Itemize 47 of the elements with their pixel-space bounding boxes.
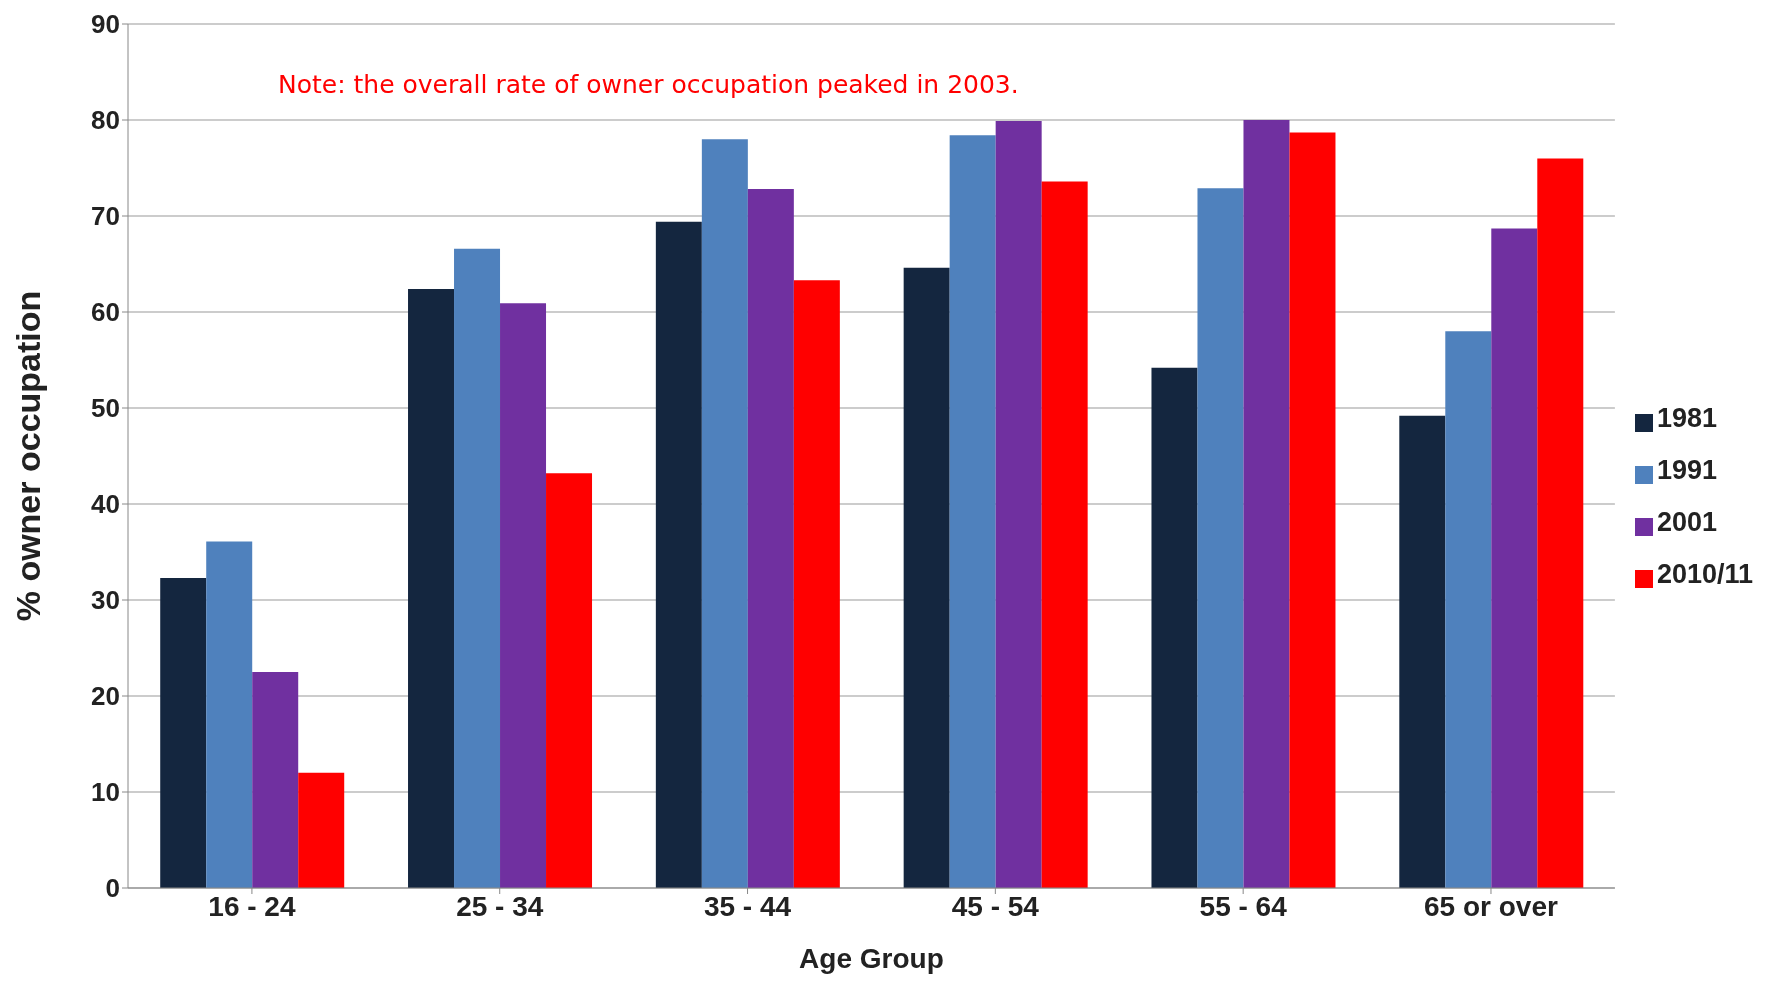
bar — [747, 189, 794, 888]
bar — [655, 221, 702, 888]
y-tick-label: 40 — [91, 489, 120, 520]
bar — [1243, 120, 1290, 888]
y-tick-label: 20 — [91, 681, 120, 712]
y-tick-label: 10 — [91, 777, 120, 808]
y-tick-label: 30 — [91, 585, 120, 616]
y-tick-label: 80 — [91, 105, 120, 136]
legend-label: 1981 — [1656, 403, 1717, 433]
bar — [408, 288, 455, 888]
bar — [1445, 331, 1492, 888]
bar — [1041, 181, 1088, 888]
bar — [1151, 367, 1198, 888]
bar — [1491, 228, 1538, 888]
bar — [454, 248, 501, 888]
x-tick-label: 65 or over — [1424, 890, 1558, 922]
x-tick-label: 55 - 64 — [1199, 890, 1288, 922]
y-tick-label: 60 — [91, 297, 120, 328]
y-tick-label: 50 — [91, 393, 120, 424]
legend-label: 2010/11 — [1656, 559, 1753, 589]
bar — [949, 135, 996, 888]
bar — [252, 672, 299, 888]
bar — [1399, 415, 1446, 888]
y-tick-label: 90 — [91, 9, 120, 40]
bar — [206, 541, 253, 888]
bar — [903, 267, 950, 888]
bar — [1289, 132, 1336, 888]
bar — [160, 577, 207, 888]
y-tick-label: 70 — [91, 201, 120, 232]
y-axis-title: % owner occupation — [9, 290, 48, 622]
annotation: Note: the overall rate of owner occupation peaked in 2003. — [278, 70, 1019, 99]
x-tick-label: 25 - 34 — [456, 890, 544, 922]
bar — [500, 303, 547, 888]
legend-label: 2001 — [1656, 507, 1717, 537]
bar — [546, 473, 593, 888]
bar — [298, 772, 345, 888]
x-axis-title: Age Group — [799, 943, 944, 974]
bar — [995, 120, 1042, 888]
x-tick-label: 45 - 54 — [951, 890, 1040, 922]
bar — [1197, 188, 1244, 888]
legend-label: 1991 — [1656, 455, 1717, 485]
y-tick-label: 0 — [105, 873, 120, 904]
x-tick-label: 16 - 24 — [208, 890, 296, 922]
bar — [1537, 158, 1584, 888]
bar — [793, 280, 840, 888]
x-tick-label: 35 - 44 — [703, 890, 792, 922]
bar — [701, 139, 748, 888]
